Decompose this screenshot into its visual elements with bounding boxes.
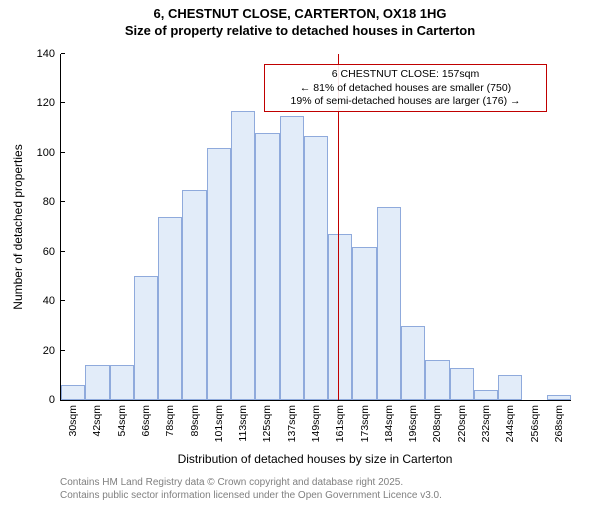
x-tick: 101sqm — [213, 400, 225, 442]
annotation-line: ← 81% of detached houses are smaller (75… — [271, 82, 540, 95]
footer-credits: Contains HM Land Registry data © Crown c… — [60, 477, 442, 502]
histogram-bar — [85, 365, 109, 400]
histogram-bar — [547, 395, 571, 400]
histogram-bar — [207, 148, 231, 400]
annotation-line: 6 CHESTNUT CLOSE: 157sqm — [271, 68, 540, 81]
x-tick: 89sqm — [189, 400, 201, 437]
x-tick: 78sqm — [164, 400, 176, 437]
x-tick: 30sqm — [67, 400, 79, 437]
histogram-bar — [328, 234, 352, 400]
histogram-bar — [182, 190, 206, 400]
histogram-bar — [231, 111, 255, 400]
histogram-bar — [304, 136, 328, 400]
x-tick: 125sqm — [261, 400, 273, 442]
histogram-bar — [401, 326, 425, 400]
x-tick: 173sqm — [359, 400, 371, 442]
x-tick: 137sqm — [286, 400, 298, 442]
histogram-bar — [474, 390, 498, 400]
x-axis-label: Distribution of detached houses by size … — [60, 452, 570, 466]
chart-title: 6, CHESTNUT CLOSE, CARTERTON, OX18 1HG — [0, 6, 600, 21]
x-tick: 232sqm — [480, 400, 492, 442]
x-tick: 208sqm — [431, 400, 443, 442]
histogram-bar — [425, 360, 449, 400]
y-tick: 140 — [37, 48, 61, 60]
histogram-bar — [255, 133, 279, 400]
histogram-bar — [158, 217, 182, 400]
histogram-bar — [61, 385, 85, 400]
x-tick: 113sqm — [237, 400, 249, 442]
histogram-bar — [352, 247, 376, 400]
x-tick: 42sqm — [91, 400, 103, 437]
x-tick: 66sqm — [140, 400, 152, 437]
x-tick: 196sqm — [407, 400, 419, 442]
y-tick: 80 — [43, 196, 61, 208]
y-tick: 60 — [43, 246, 61, 258]
x-tick: 149sqm — [310, 400, 322, 442]
x-tick: 161sqm — [334, 400, 346, 442]
histogram-bar — [280, 116, 304, 400]
annotation-box: 6 CHESTNUT CLOSE: 157sqm← 81% of detache… — [264, 64, 547, 111]
x-tick: 268sqm — [553, 400, 565, 442]
chart-subtitle: Size of property relative to detached ho… — [0, 23, 600, 38]
x-tick: 54sqm — [116, 400, 128, 437]
y-tick: 20 — [43, 345, 61, 357]
y-tick: 0 — [49, 394, 61, 406]
histogram-bar — [377, 207, 401, 400]
x-tick: 244sqm — [504, 400, 516, 442]
histogram-bar — [498, 375, 522, 400]
y-axis-label: Number of detached properties — [11, 144, 25, 309]
y-tick: 120 — [37, 97, 61, 109]
x-tick: 256sqm — [529, 400, 541, 442]
y-tick: 40 — [43, 295, 61, 307]
histogram-bar — [110, 365, 134, 400]
x-tick: 184sqm — [383, 400, 395, 442]
histogram-bar — [450, 368, 474, 400]
x-tick: 220sqm — [456, 400, 468, 442]
annotation-line: 19% of semi-detached houses are larger (… — [271, 95, 540, 108]
footer-line: Contains HM Land Registry data © Crown c… — [60, 477, 442, 490]
histogram-bar — [134, 276, 158, 400]
footer-line: Contains public sector information licen… — [60, 490, 442, 503]
y-tick: 100 — [37, 147, 61, 159]
